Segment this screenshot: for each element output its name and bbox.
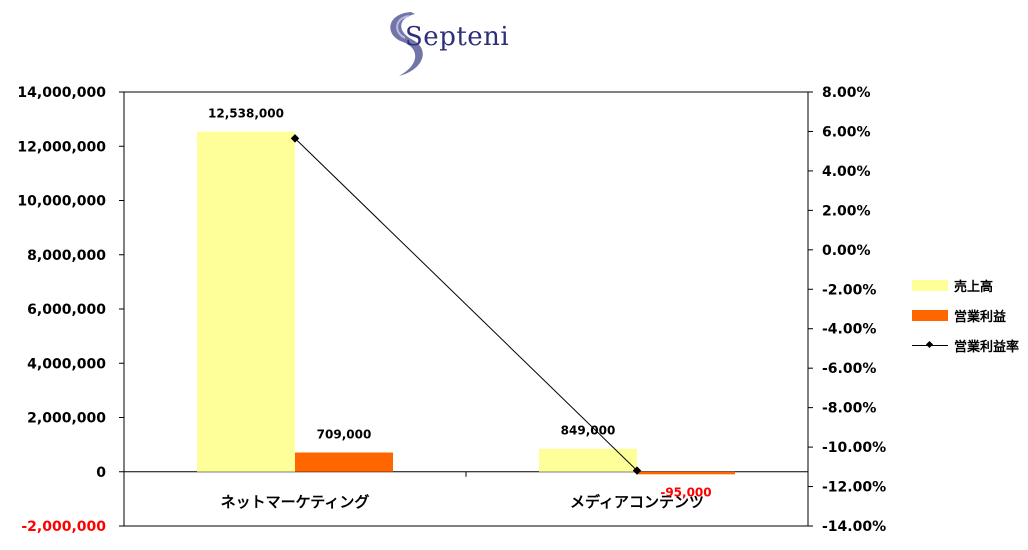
- legend: 売上高 営業利益 営業利益率: [912, 270, 1024, 360]
- legend-swatch-operating-profit: [912, 309, 948, 321]
- data-label-operating-profit: -95,000: [660, 485, 711, 499]
- legend-label-sales: 売上高: [954, 279, 994, 295]
- legend-swatch-operating-margin: [912, 340, 948, 351]
- left-axis-tick-label: 0: [96, 465, 106, 481]
- left-axis-tick-label: 6,000,000: [27, 302, 106, 318]
- bar-sales: [539, 448, 637, 472]
- line-point-operating-margin: [632, 466, 642, 475]
- right-axis-tick-label: 2.00%: [822, 203, 871, 219]
- data-label-operating-profit: 709,000: [317, 428, 372, 442]
- logo-swoosh-icon: [390, 12, 423, 76]
- left-axis-tick-label: 8,000,000: [27, 248, 106, 264]
- data-label-sales: 849,000: [561, 424, 616, 438]
- right-axis-tick-label: -6.00%: [822, 361, 876, 377]
- line-operating-margin: [294, 138, 638, 471]
- left-axis-tick-label: 14,000,000: [17, 85, 106, 101]
- left-axis-tick-label: -2,000,000: [21, 519, 106, 535]
- logo-text: Septeni: [405, 22, 510, 52]
- legend-item-operating-profit: 営業利益: [912, 300, 1024, 330]
- right-axis-tick-label: -2.00%: [822, 282, 876, 298]
- right-axis-tick-label: 8.00%: [822, 85, 871, 101]
- right-axis-tick-label: -4.00%: [822, 322, 876, 338]
- legend-item-sales: 売上高: [912, 270, 1024, 300]
- bar-operating-profit: [637, 471, 735, 475]
- left-axis-tick-label: 2,000,000: [27, 411, 106, 427]
- legend-label-operating-margin: 営業利益率: [954, 339, 1020, 355]
- left-axis-tick-label: 12,000,000: [17, 139, 106, 155]
- bar-operating-profit: [295, 452, 393, 472]
- line-point-operating-margin: [290, 134, 300, 143]
- bar-sales: [197, 131, 295, 472]
- septeni-logo: Septeni: [375, 4, 525, 84]
- category-label: メディアコンテンツ: [570, 493, 704, 511]
- data-label-sales: 12,538,000: [208, 107, 284, 121]
- right-axis-tick-label: -14.00%: [822, 519, 886, 535]
- right-axis-tick-label: -12.00%: [822, 480, 886, 496]
- left-axis-tick-label: 4,000,000: [27, 356, 106, 372]
- right-axis-tick-label: -10.00%: [822, 440, 886, 456]
- right-axis-tick-label: 4.00%: [822, 164, 871, 180]
- legend-label-operating-profit: 営業利益: [954, 309, 1007, 325]
- legend-swatch-sales: [912, 279, 948, 291]
- right-axis-tick-label: 0.00%: [822, 243, 871, 259]
- left-axis-tick-label: 10,000,000: [17, 194, 106, 210]
- right-axis-tick-label: -8.00%: [822, 401, 876, 417]
- legend-item-operating-margin: 営業利益率: [912, 330, 1024, 360]
- right-axis-tick-label: 6.00%: [822, 124, 871, 140]
- category-label: ネットマーケティング: [221, 493, 370, 511]
